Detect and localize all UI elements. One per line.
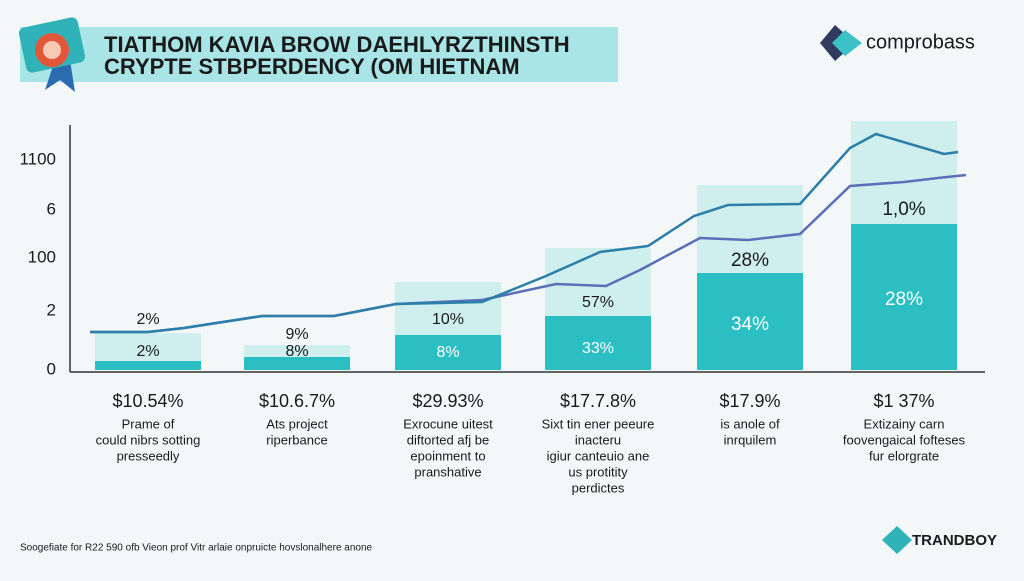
description-line: presseedly: [117, 448, 180, 463]
description-line: Sixt tin ener peeure: [542, 416, 655, 431]
column-bar: [95, 361, 201, 370]
column-inner-label: 8%: [285, 343, 308, 360]
brand-name: comprobass: [866, 31, 975, 53]
description-line: diftorted afj be: [407, 432, 489, 447]
description-line: Ats project: [266, 416, 328, 431]
axis-label: 6: [47, 199, 56, 218]
footer-brand: TRANDBOY: [912, 532, 997, 549]
trend-line: [90, 132, 959, 334]
axis-label: 100: [28, 247, 56, 266]
column-bar: [545, 316, 651, 370]
column-inner-label: 28%: [885, 289, 923, 310]
column-top-label: 28%: [731, 250, 769, 271]
axis-label: 0: [47, 359, 56, 378]
price-label: $10.6.7%: [259, 391, 335, 411]
axis-label: 2: [47, 300, 56, 319]
description-line: pranshative: [414, 464, 481, 479]
column-bar: [697, 273, 803, 370]
title-line: TIATHOM KAVIA BROW DAEHLYRZTHINSTH: [104, 32, 570, 57]
source-note: Soogefiate for R22 590 ofb Vieon prof Vi…: [20, 543, 373, 554]
badge-icon: [18, 17, 86, 92]
description-line: igiur canteuio ane: [547, 448, 650, 463]
price-label: $1 37%: [873, 391, 934, 411]
column-inner-label: 34%: [731, 314, 769, 335]
column-inner-label: 33%: [582, 340, 614, 357]
price-label: $17.9%: [719, 391, 780, 411]
description-line: inrquilem: [724, 432, 777, 447]
description-line: riperbance: [266, 432, 327, 447]
price-label: $17.7.8%: [560, 391, 636, 411]
title-line: CRYPTE STBPERDENCY (OM HIETNAM: [104, 54, 520, 79]
description-line: foovengaical fofteses: [843, 432, 966, 447]
column-bar: [395, 335, 501, 370]
description-line: us protitity: [568, 464, 628, 479]
description-line: Extizainy carn: [864, 416, 945, 431]
column-top-label: 10%: [432, 311, 464, 328]
column-top-label: 9%: [285, 326, 308, 343]
description-line: perdictes: [572, 480, 625, 495]
description-line: Exrocune uitest: [403, 416, 493, 431]
description-line: inacteru: [575, 432, 621, 447]
description-line: is anole of: [720, 416, 780, 431]
column-inner-label: 2%: [136, 343, 159, 360]
brand-logo: [820, 25, 862, 61]
price-label: $29.93%: [412, 391, 483, 411]
description-line: could nibrs sotting: [96, 432, 201, 447]
column-bar: [244, 357, 350, 370]
title-banner: [20, 27, 618, 82]
description-line: Prame of: [122, 416, 175, 431]
column-top-label: 1,0%: [882, 199, 925, 220]
column-top-label: 2%: [136, 311, 159, 328]
axis-label: 1100: [19, 149, 56, 168]
column-inner-label: 8%: [436, 344, 459, 361]
description-line: epoinment to: [410, 448, 485, 463]
price-label: $10.54%: [112, 391, 183, 411]
footer-logo: [882, 526, 912, 554]
description-line: fur elorgrate: [869, 448, 939, 463]
column-bar: [851, 224, 957, 370]
column-top-label: 57%: [582, 294, 614, 311]
